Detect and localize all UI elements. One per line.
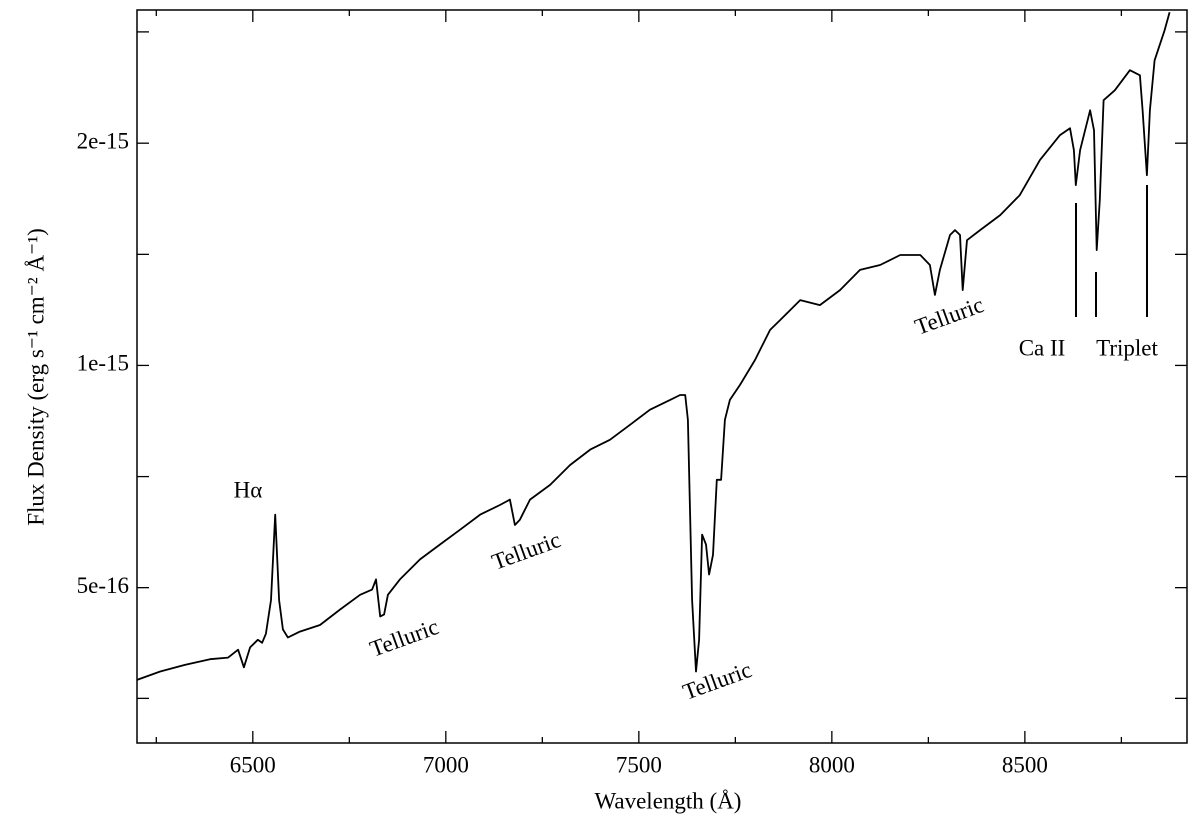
annotation: Ca II <box>1019 335 1066 360</box>
plot-frame <box>136 9 1188 744</box>
spectrum-line <box>136 12 1171 681</box>
annotation: Telluric <box>912 292 987 340</box>
annotation: Telluric <box>489 527 564 575</box>
x-tick-label: 7500 <box>616 752 662 777</box>
annotation: Hα <box>234 477 263 502</box>
x-tick-label: 6500 <box>230 752 276 777</box>
annotation: Telluric <box>680 657 755 705</box>
annotation: Telluric <box>367 614 442 662</box>
y-tick-label: 5e-16 <box>77 573 129 598</box>
x-axis-label: Wavelength (Å) <box>595 788 742 813</box>
y-tick-label: 1e-15 <box>77 351 129 376</box>
y-tick-label: 2e-15 <box>77 128 129 153</box>
y-axis-label: Flux Density (erg s⁻¹ cm⁻² Å⁻¹) <box>23 228 48 526</box>
x-tick-label: 7000 <box>423 752 469 777</box>
annotation: Triplet <box>1096 335 1158 360</box>
x-tick-label: 8500 <box>1002 752 1048 777</box>
x-tick-label: 8000 <box>809 752 855 777</box>
